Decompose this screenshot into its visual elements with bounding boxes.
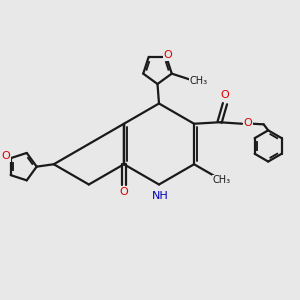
Text: O: O (244, 118, 252, 128)
Text: NH: NH (152, 191, 169, 201)
Text: O: O (2, 151, 11, 161)
Text: O: O (220, 90, 229, 100)
Text: O: O (164, 50, 172, 60)
Text: CH₃: CH₃ (189, 76, 207, 85)
Text: CH₃: CH₃ (213, 175, 231, 185)
Text: O: O (120, 187, 128, 197)
